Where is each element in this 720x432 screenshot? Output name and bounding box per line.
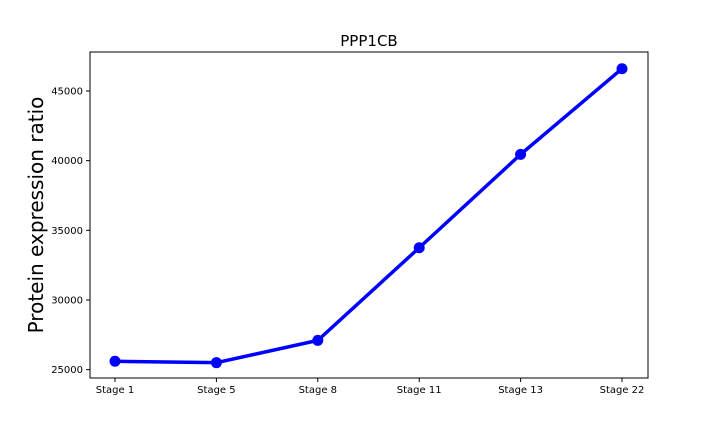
y-tick-label: 30000 (51, 295, 83, 306)
data-point (210, 357, 222, 369)
x-tick-label: Stage 1 (96, 385, 134, 396)
data-point (413, 242, 425, 254)
plot-frame (89, 51, 649, 379)
y-tick-label: 25000 (51, 365, 83, 376)
data-point (312, 334, 324, 346)
y-tick-label: 40000 (51, 156, 83, 167)
y-tick-label: 35000 (51, 226, 83, 237)
x-tick-label: Stage 8 (299, 385, 337, 396)
x-tick-label: Stage 13 (498, 385, 543, 396)
chart-title: PPP1CB (340, 32, 397, 50)
x-tick-label: Stage 11 (397, 385, 442, 396)
y-tick-label: 45000 (51, 87, 83, 98)
data-point (616, 63, 628, 75)
x-tick-label: Stage 22 (600, 385, 645, 396)
y-axis-label: Protein expression ratio (24, 97, 48, 334)
plot-area: 25000 30000 35000 40000 45000 Stage 1 Stage 5 S… (51, 51, 649, 396)
series-line (113, 66, 624, 365)
data-point (109, 355, 121, 367)
data-point (515, 148, 527, 160)
x-tick-label: Stage 5 (197, 385, 235, 396)
